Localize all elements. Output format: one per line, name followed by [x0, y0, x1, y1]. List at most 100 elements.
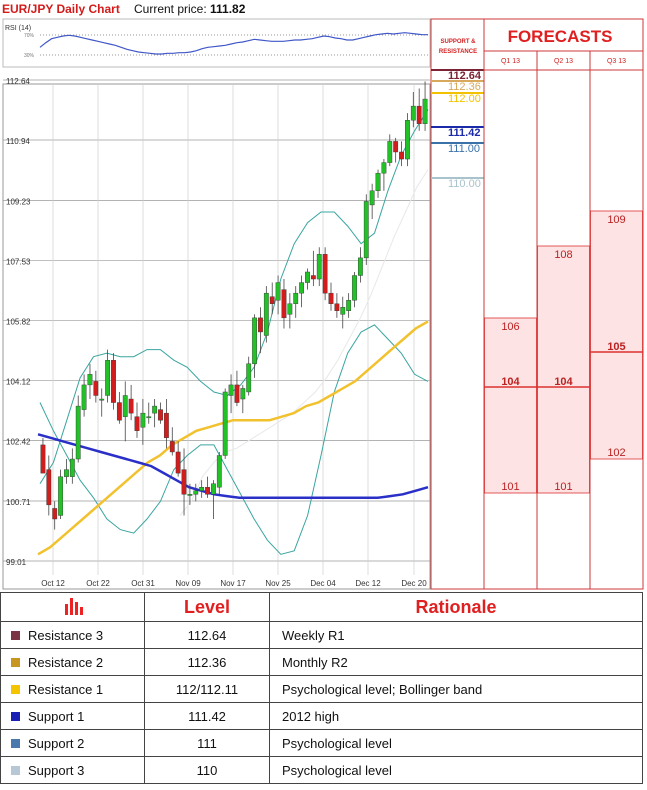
candle [134, 402, 140, 438]
candle-body-up [299, 282, 305, 294]
candle-body-down [169, 441, 175, 453]
candle-body-up [228, 384, 234, 396]
level-rationale: Psychological level [269, 756, 643, 784]
candle [234, 370, 240, 407]
level-label: 112.36 [448, 81, 481, 93]
candle [410, 91, 416, 128]
candle-body-up [346, 300, 352, 311]
forecast-range [590, 210, 643, 460]
candle [40, 437, 46, 474]
level-marker: 110.00 [431, 177, 484, 190]
candle-body-down [181, 469, 187, 495]
level-marker: 112.64 [431, 69, 484, 82]
candle [193, 483, 199, 502]
candle-body-up [293, 292, 299, 304]
candle [263, 286, 269, 343]
candle [346, 293, 352, 318]
candle-body-up [405, 120, 410, 160]
level-rationale: Weekly R1 [269, 621, 643, 649]
candle [99, 388, 105, 417]
y-tick-label: 102.42 [6, 438, 31, 447]
level-name: Support 2 [28, 735, 85, 751]
candle-body-up [252, 317, 257, 364]
level-marker: 111.42 [431, 126, 484, 139]
candle [187, 483, 193, 505]
y-tick-label: 100.71 [6, 498, 31, 507]
x-tick-label: Oct 31 [131, 579, 155, 588]
forecasts-title: FORECASTS [508, 27, 613, 46]
candle-body-up [122, 395, 128, 417]
quarter-label: Q2 13 [554, 58, 573, 65]
candle-body-up [152, 405, 158, 414]
levels-header-2: RESISTANCE [439, 49, 477, 55]
candle [357, 247, 363, 283]
forecast-mid: 105 [607, 341, 625, 353]
candle [163, 399, 169, 449]
candle [105, 349, 111, 403]
candle-body-down [416, 105, 422, 124]
level-name-cell: Resistance 2 [0, 648, 145, 676]
level-label: 111.00 [448, 143, 480, 155]
level-marker: 112.36 [431, 80, 484, 93]
candle-body-up [263, 292, 269, 336]
candle-body-up [75, 405, 81, 460]
table-row: Resistance 1 112/112.11 Psychological leve… [0, 675, 643, 703]
candle [87, 363, 93, 400]
table-row: Support 3 110 Psychological level [0, 756, 643, 784]
table-row: Resistance 3 112.64 Weekly R1 [0, 621, 643, 649]
level-name: Support 1 [28, 708, 85, 724]
candle-body-up [375, 172, 381, 192]
candle [299, 275, 305, 308]
candle [140, 399, 146, 445]
y-tick-label: 112.64 [6, 77, 30, 86]
level-value: 110 [144, 756, 270, 784]
candle [246, 356, 252, 396]
candle [252, 314, 257, 378]
forecast-range [484, 317, 537, 494]
candle [322, 247, 328, 301]
candle-body-up [64, 469, 69, 477]
forecast-column: Q2 13 108 104 101 [537, 58, 590, 494]
candle [334, 293, 340, 318]
candle-body-up [146, 416, 152, 419]
level-label: 112.00 [448, 93, 481, 105]
level-name-cell: Resistance 1 [0, 675, 145, 703]
forecast-low: 101 [501, 481, 519, 493]
candle-body-down [328, 292, 334, 304]
current-price: 111.82 [210, 2, 246, 16]
candle [128, 384, 134, 421]
candle-body-up [381, 162, 387, 174]
candle [269, 282, 275, 315]
level-marker: 111.00 [431, 142, 484, 155]
candle [228, 374, 234, 414]
candle-body-up [81, 384, 87, 410]
chart-canvas: EUR/JPY Daily Chart Current price: 111.8… [2, 2, 644, 590]
x-tick-label: Dec 12 [355, 579, 381, 588]
level-color-swatch [11, 738, 20, 748]
candle [181, 448, 187, 516]
candle [363, 194, 369, 265]
level-name: Resistance 1 [28, 681, 104, 697]
forecast-mid: 104 [501, 376, 520, 388]
candle [381, 159, 387, 191]
candle-body-up [357, 257, 363, 276]
candle [393, 137, 399, 163]
candle-body-down [40, 444, 46, 474]
candle-body-down [393, 141, 399, 153]
candle-body-up [216, 455, 222, 488]
level-name: Resistance 2 [28, 654, 104, 670]
candle-body-up [199, 487, 205, 491]
quarter-label: Q1 13 [501, 58, 520, 65]
candle [352, 271, 357, 308]
candle [328, 282, 334, 311]
forecast-mid: 104 [554, 376, 573, 388]
level-value: 111.42 [144, 702, 270, 730]
candle-body-down [281, 289, 287, 319]
candle-body-down [52, 508, 58, 520]
candle-body-up [287, 303, 293, 315]
forecast-range [537, 245, 590, 494]
candle [81, 374, 87, 417]
level-name: Resistance 3 [28, 627, 104, 643]
candle [258, 307, 263, 354]
candle-body-up [99, 398, 105, 401]
